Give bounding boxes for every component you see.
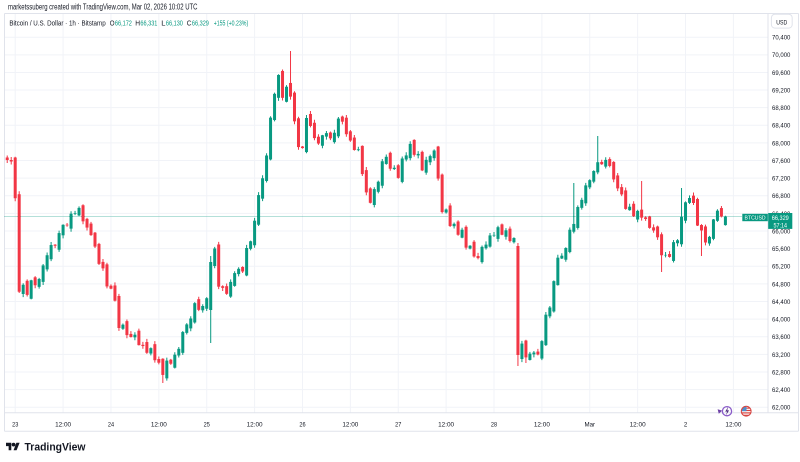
svg-text:12:00: 12:00 — [534, 421, 550, 428]
svg-text:12:00: 12:00 — [725, 421, 741, 428]
svg-text:2: 2 — [684, 421, 688, 428]
svg-text:12:00: 12:00 — [247, 421, 263, 428]
svg-text:66,130: 66,130 — [166, 18, 183, 27]
svg-text:69,200: 69,200 — [772, 87, 791, 94]
svg-text:USD: USD — [776, 20, 787, 27]
svg-text:67,600: 67,600 — [772, 158, 791, 165]
svg-text:66,800: 66,800 — [772, 193, 791, 200]
svg-text:62,000: 62,000 — [772, 405, 791, 412]
svg-text:70,000: 70,000 — [772, 52, 791, 59]
svg-text:25: 25 — [204, 421, 210, 428]
svg-text:+155 (+0.23%): +155 (+0.23%) — [214, 18, 249, 27]
svg-text:C: C — [187, 18, 192, 27]
svg-text:66,000: 66,000 — [772, 228, 791, 235]
svg-text:66,329: 66,329 — [192, 18, 209, 27]
svg-text:63,200: 63,200 — [772, 352, 791, 359]
svg-text:66,331: 66,331 — [140, 18, 157, 27]
svg-text:63,600: 63,600 — [772, 334, 791, 341]
svg-text:12:00: 12:00 — [55, 421, 71, 428]
svg-text:68,400: 68,400 — [772, 123, 791, 130]
svg-text:Mar: Mar — [584, 421, 595, 428]
svg-text:26: 26 — [299, 421, 305, 428]
svg-text:66,172: 66,172 — [115, 18, 132, 27]
svg-text:65,600: 65,600 — [772, 246, 791, 253]
svg-text:65,200: 65,200 — [772, 264, 791, 271]
svg-text:O: O — [110, 18, 115, 27]
svg-text:12:00: 12:00 — [151, 421, 167, 428]
svg-text:H: H — [135, 18, 140, 27]
svg-text:27: 27 — [395, 421, 401, 428]
svg-text:12:00: 12:00 — [342, 421, 358, 428]
svg-text:12:00: 12:00 — [438, 421, 454, 428]
svg-text:62,800: 62,800 — [772, 369, 791, 376]
svg-text:67,200: 67,200 — [772, 176, 791, 183]
svg-text:23: 23 — [12, 421, 18, 428]
svg-text:Bitcoin / U.S. Dollar · 1h · B: Bitcoin / U.S. Dollar · 1h · Bitstamp — [9, 18, 105, 27]
svg-text:L: L — [161, 18, 165, 27]
svg-text:marketssuberg created with Tra: marketssuberg created with TradingView.c… — [8, 3, 198, 12]
svg-text:70,400: 70,400 — [772, 35, 791, 42]
svg-text:24: 24 — [108, 421, 114, 428]
svg-text:62,400: 62,400 — [772, 387, 791, 394]
svg-text:69,600: 69,600 — [772, 70, 791, 77]
svg-text:28: 28 — [491, 421, 497, 428]
svg-text:68,800: 68,800 — [772, 105, 791, 112]
svg-text:64,800: 64,800 — [772, 281, 791, 288]
svg-text:BTCUSD: BTCUSD — [745, 216, 766, 222]
svg-text:57:14: 57:14 — [774, 222, 788, 229]
svg-text:64,400: 64,400 — [772, 299, 791, 306]
svg-text:12:00: 12:00 — [630, 421, 646, 428]
svg-text:66,329: 66,329 — [772, 215, 789, 222]
svg-text:TradingView: TradingView — [25, 441, 87, 453]
svg-text:68,000: 68,000 — [772, 140, 791, 147]
svg-text:64,000: 64,000 — [772, 317, 791, 324]
